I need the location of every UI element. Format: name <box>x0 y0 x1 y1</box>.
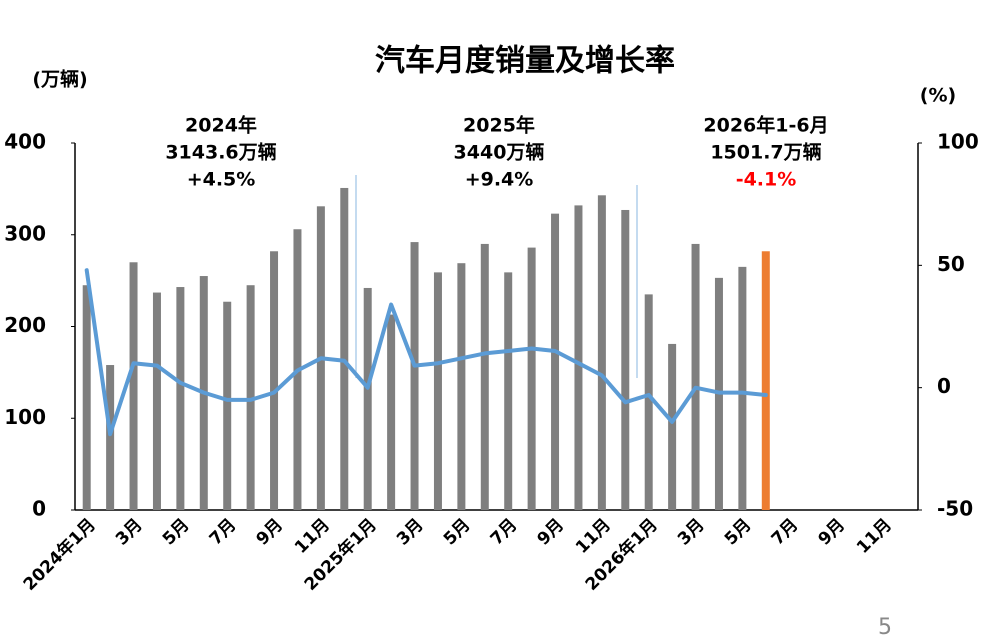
bar <box>527 247 536 510</box>
annotation: +9.4% <box>465 169 534 191</box>
x-tick-label: 9月 <box>815 515 850 550</box>
x-tick-label: 2024年1月 <box>19 514 100 595</box>
bar <box>223 301 232 510</box>
bar <box>363 287 372 510</box>
y2-tick-label: 100 <box>937 130 979 154</box>
bar <box>574 205 583 510</box>
bar <box>691 243 700 511</box>
y-tick-label: 100 <box>4 405 46 429</box>
y-axis-label: (万辆) <box>32 68 87 91</box>
bar <box>644 294 653 510</box>
y2-axis-label: (%) <box>920 85 956 107</box>
y2-tick-label: 50 <box>937 252 965 276</box>
x-tick-label: 3月 <box>393 515 428 550</box>
bar <box>176 287 185 510</box>
bar <box>410 242 419 510</box>
x-tick-label: 7月 <box>206 515 241 550</box>
x-tick-label: 5月 <box>159 515 194 550</box>
bar <box>433 272 442 510</box>
annotation: 3143.6万辆 <box>165 141 276 164</box>
bar <box>387 314 396 510</box>
x-tick-label: 11月 <box>853 515 896 558</box>
annotation: 3440万辆 <box>454 141 545 164</box>
bar <box>340 187 349 510</box>
bar <box>129 262 138 510</box>
bar <box>106 365 115 510</box>
x-tick-label: 11月 <box>291 515 334 558</box>
bar <box>82 285 91 510</box>
x-tick-label: 5月 <box>721 515 756 550</box>
x-tick-label: 3月 <box>674 515 709 550</box>
bar <box>504 272 513 510</box>
bar <box>480 243 489 511</box>
y2-tick-label: 0 <box>937 374 951 398</box>
x-tick-label: 3月 <box>112 515 147 550</box>
annotation: 2026年1-6月 <box>703 114 828 137</box>
y2-tick-label: -50 <box>937 497 973 521</box>
x-tick-label: 9月 <box>534 515 569 550</box>
line <box>84 268 768 437</box>
bar <box>270 251 279 510</box>
bar <box>668 343 677 510</box>
bar <box>738 266 747 510</box>
x-tick-label: 5月 <box>440 515 475 550</box>
chart-title: 汽车月度销量及增长率 <box>375 44 675 79</box>
bar <box>621 209 630 511</box>
y-tick-label: 300 <box>4 221 46 245</box>
bar <box>597 195 606 511</box>
annotation: 1501.7万辆 <box>710 141 821 164</box>
annotation: +4.5% <box>187 169 256 191</box>
bar <box>246 285 255 510</box>
page-number: 5 <box>878 615 892 640</box>
annotation: -4.1% <box>736 169 797 191</box>
x-tick-label: 9月 <box>253 515 288 550</box>
bar <box>457 263 466 510</box>
annotation: 2024年 <box>185 114 257 137</box>
bar <box>761 251 770 510</box>
bar <box>152 292 161 510</box>
x-tick-label: 11月 <box>572 515 615 558</box>
y-tick-label: 400 <box>4 130 46 154</box>
annotation: 2025年 <box>463 114 535 137</box>
y-tick-label: 0 <box>32 497 46 521</box>
y-tick-label: 200 <box>4 313 46 337</box>
x-tick-label: 7月 <box>487 515 522 550</box>
x-tick-label: 7月 <box>768 515 803 550</box>
bar <box>551 213 560 510</box>
